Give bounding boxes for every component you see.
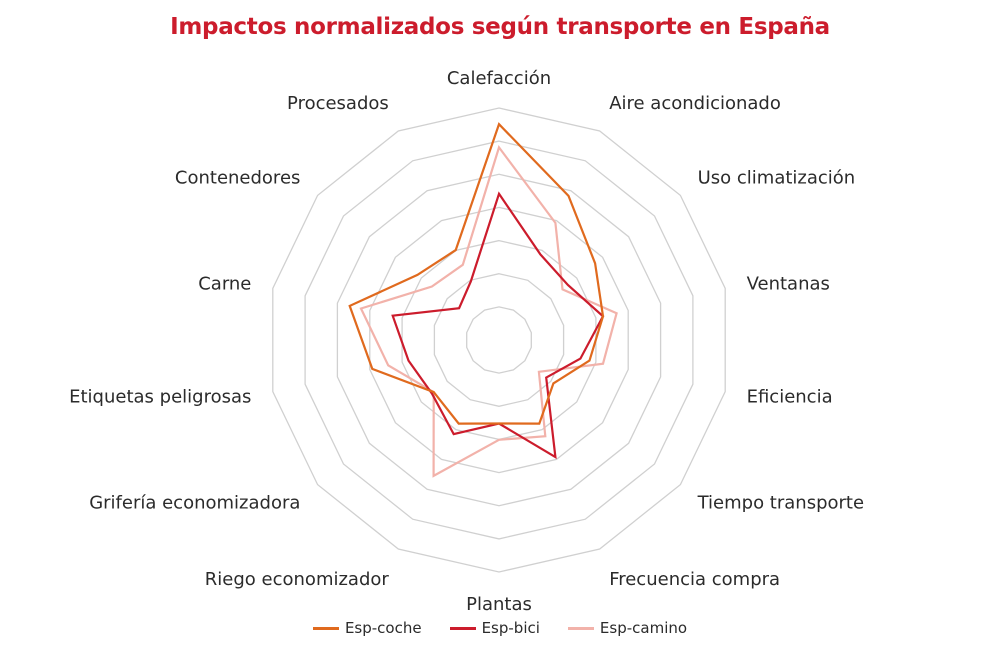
legend-swatch	[449, 626, 476, 630]
legend-label: Esp-coche	[344, 619, 422, 637]
legend-item: Esp-camino	[567, 619, 688, 637]
axis-label: Plantas	[466, 594, 532, 615]
axis-label: Procesados	[287, 93, 389, 114]
grid-ring	[336, 173, 662, 507]
radar-grid	[272, 107, 726, 573]
grid-ring	[369, 206, 629, 474]
axis-label: Frecuencia compra	[609, 569, 780, 590]
legend-label: Esp-bici	[481, 619, 540, 637]
axis-label: Uso climatización	[698, 168, 856, 189]
legend-item: Esp-bici	[449, 619, 540, 637]
legend-label: Esp-camino	[599, 619, 688, 637]
grid-ring	[433, 273, 565, 407]
axis-label: Etiquetas peligrosas	[69, 387, 251, 408]
axis-label: Riego economizador	[205, 569, 390, 590]
axis-label: Calefacción	[447, 68, 551, 89]
axis-label: Aire acondicionado	[609, 93, 781, 114]
axis-label: Carne	[198, 274, 251, 295]
axis-label: Contenedores	[175, 168, 301, 189]
axis-label: Grifería economizadora	[89, 492, 300, 513]
grid-ring	[401, 239, 597, 441]
chart-title: Impactos normalizados según transporte e…	[170, 14, 830, 40]
axis-label: Eficiencia	[747, 387, 833, 408]
legend: Esp-coche Esp-bici Esp-camino	[0, 619, 1000, 637]
legend-swatch	[567, 626, 594, 630]
axis-label: Tiempo transporte	[697, 492, 864, 513]
grid-ring	[466, 306, 532, 374]
legend-swatch	[312, 626, 339, 630]
grid-ring	[304, 140, 694, 540]
grid-ring	[272, 107, 726, 573]
axis-label: Ventanas	[747, 274, 830, 295]
axis-labels: Calefacción Aire acondicionado Uso climati…	[69, 68, 864, 615]
legend-item: Esp-coche	[312, 619, 422, 637]
series-line-esp-coche	[348, 122, 605, 425]
radar-series	[348, 122, 618, 478]
